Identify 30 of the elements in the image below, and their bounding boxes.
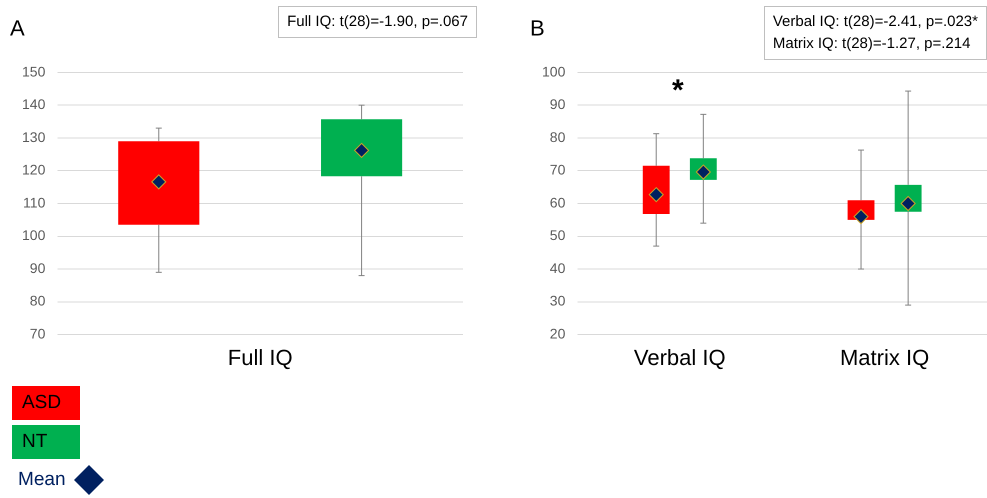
x-tick-label: Full IQ [228, 344, 293, 370]
chart-title: B [530, 15, 545, 40]
text: ASD [12, 386, 80, 420]
text: NT [12, 425, 80, 459]
y-tick-label: 20 [550, 325, 566, 342]
y-tick-label: 100 [542, 63, 566, 80]
y-tick-label: 70 [30, 325, 46, 342]
annotation: * [672, 74, 684, 107]
y-tick-label: 40 [550, 260, 566, 276]
chart-title: A [10, 15, 25, 40]
text: Mean [18, 469, 66, 491]
y-tick-label: 70 [550, 162, 566, 178]
y-tick-label: 60 [550, 194, 566, 210]
y-tick-label: 150 [22, 63, 46, 80]
y-tick-label: 130 [22, 128, 46, 145]
y-tick-label: 90 [30, 260, 46, 276]
text: Matrix IQ: t(28)=-1.27, p=.214 [772, 34, 972, 54]
y-tick-label: 30 [550, 292, 566, 309]
y-tick-label: 90 [550, 96, 566, 112]
y-tick-label: 80 [30, 292, 46, 309]
y-tick-label: 110 [23, 194, 46, 210]
x-tick-label: Matrix IQ [840, 344, 930, 370]
y-tick-label: 100 [22, 227, 46, 244]
x-tick-label: Verbal IQ [634, 344, 726, 370]
text: Full IQ: t(28)=-1.90, p=.067 [287, 12, 468, 32]
y-tick-label: 50 [550, 227, 566, 244]
y-tick-label: 120 [22, 162, 46, 178]
text: Verbal IQ: t(28)=-2.41, p=.023* [772, 12, 978, 32]
y-tick-label: 80 [550, 128, 566, 145]
y-tick-label: 140 [22, 96, 46, 112]
